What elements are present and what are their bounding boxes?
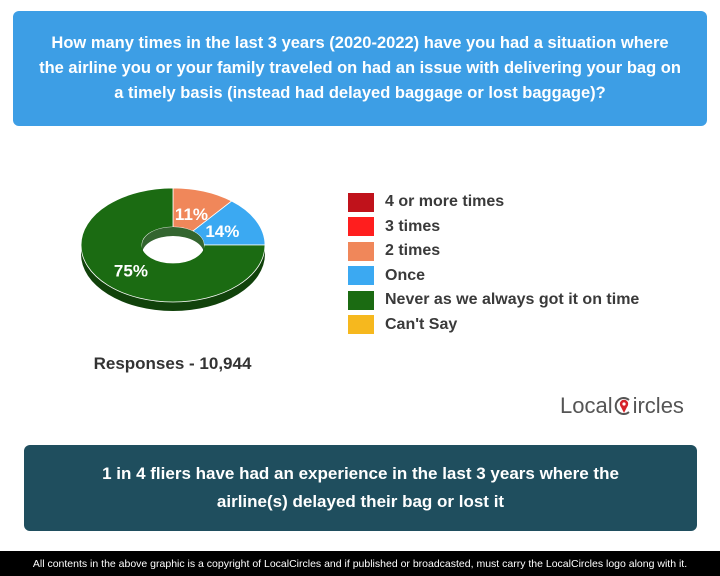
conclusion-text: 1 in 4 fliers have had an experience in …	[102, 460, 619, 516]
question-banner: How many times in the last 3 years (2020…	[13, 11, 707, 126]
conclusion-line: airline(s) delayed their bag or lost it	[216, 492, 505, 511]
data-label: 11%	[175, 205, 208, 224]
conclusion-banner: 1 in 4 fliers have had an experience in …	[24, 445, 697, 531]
question-line: How many times in the last 3 years (2020…	[51, 34, 669, 52]
legend-swatch	[348, 315, 374, 335]
legend-swatch	[348, 217, 374, 237]
legend-label: 2 times	[385, 242, 441, 260]
location-pin-icon	[614, 395, 632, 417]
legend-item: Can't Say	[348, 313, 639, 338]
legend-item: 3 times	[348, 215, 639, 240]
data-label: 14%	[205, 222, 239, 241]
legend-swatch	[348, 192, 374, 212]
donut-hole-wall	[142, 227, 204, 254]
data-label: 75%	[114, 262, 148, 281]
responses-count: Responses - 10,944	[93, 354, 252, 373]
legend-label: Can't Say	[385, 315, 458, 333]
legend-swatch	[348, 266, 374, 286]
legend-item: 2 times	[348, 239, 639, 264]
legend-label: Once	[385, 266, 426, 284]
logo-text-ircles: ircles	[632, 393, 684, 418]
localcircles-logo: Local ircles	[560, 388, 700, 424]
legend-label: Never as we always got it on time	[385, 291, 640, 309]
logo-text-local: Local	[560, 393, 613, 418]
copyright-footer: All contents in the above graphic is a c…	[0, 551, 720, 576]
legend-item: 4 or more times	[348, 190, 639, 215]
legend-swatch	[348, 290, 374, 310]
question-line: a timely basis (instead had delayed bagg…	[114, 84, 606, 102]
legend-label: 3 times	[385, 217, 441, 235]
chart-legend: 4 or more times 3 times 2 times Once Never a…	[348, 190, 639, 337]
slice-never-as-we-always-got-it-on-time	[80, 187, 266, 303]
question-text: How many times in the last 3 years (2020…	[39, 31, 681, 106]
donut-chart: 11%14% 75%	[80, 187, 266, 311]
question-line: the airline you or your family traveled …	[39, 59, 681, 77]
legend-swatch	[348, 241, 374, 261]
legend-label: 4 or more times	[385, 193, 505, 211]
legend-item: Never as we always got it on time	[348, 288, 639, 313]
conclusion-line: 1 in 4 fliers have had an experience in …	[102, 464, 619, 483]
legend-item: Once	[348, 264, 639, 289]
